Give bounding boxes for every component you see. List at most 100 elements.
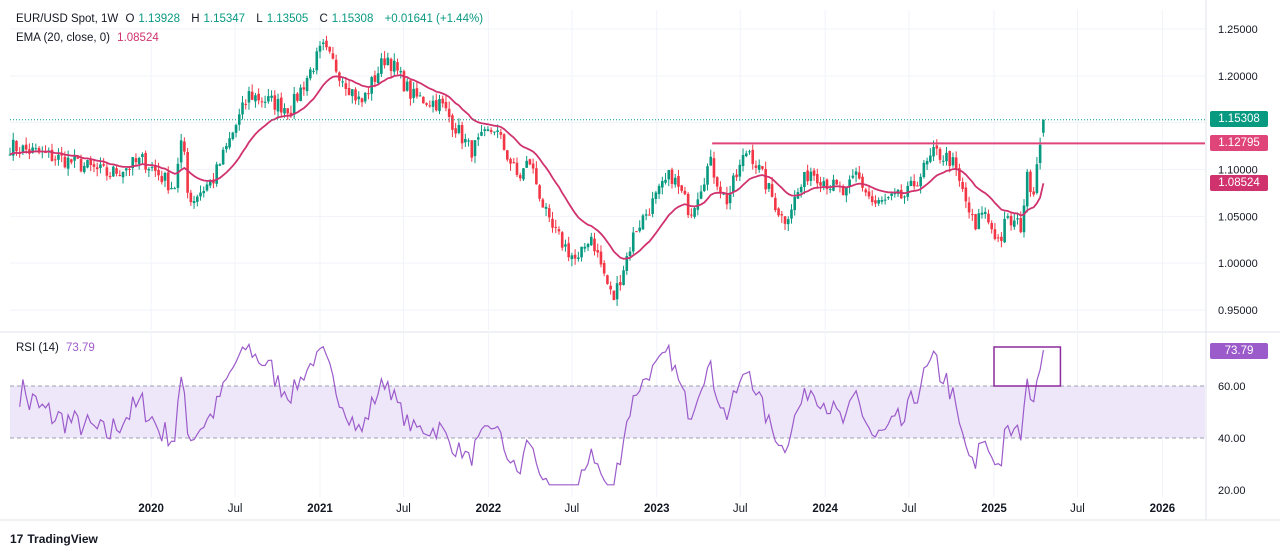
ema-value: 1.08524 <box>117 32 159 44</box>
candle-body <box>583 246 587 249</box>
candle-body <box>938 148 942 160</box>
candle-body <box>728 192 732 204</box>
candle-body <box>380 58 383 74</box>
candle-body <box>21 145 25 153</box>
candle-body <box>880 200 884 202</box>
rsi-highlight-box <box>993 346 1062 387</box>
brand-name: TradingView <box>27 532 98 546</box>
candle-body <box>987 213 990 223</box>
candle-body <box>767 183 771 189</box>
candle-body <box>874 200 877 204</box>
candle-body <box>903 196 906 198</box>
legend-high: H 1.15347 <box>191 13 246 25</box>
candle-body <box>893 193 897 195</box>
x-tick-label: 2022 <box>476 503 502 515</box>
candle-body <box>954 157 958 169</box>
x-tick-label: Jul <box>565 503 580 515</box>
x-tick-label: Jul <box>228 503 243 515</box>
candle-body <box>644 214 648 216</box>
candle-body <box>124 168 128 171</box>
candle-body <box>82 165 86 173</box>
candle-body <box>941 160 945 162</box>
candle-body <box>919 176 922 187</box>
rsi-band <box>10 386 1205 438</box>
candle-body <box>53 159 57 161</box>
candle-body <box>451 115 454 130</box>
y-tick-label: 0.95000 <box>1218 305 1258 317</box>
legend-close: C 1.15308 <box>319 13 374 25</box>
tradingview-brand[interactable]: 17 TradingView <box>10 532 98 546</box>
candle-body <box>670 169 674 184</box>
candle-body <box>922 162 926 178</box>
candle-body <box>570 255 574 260</box>
candle-body <box>961 181 964 189</box>
candle-body <box>412 88 415 98</box>
candle-body <box>512 162 516 164</box>
candle-body <box>302 87 306 90</box>
candle-body <box>628 251 632 256</box>
candle-body <box>725 193 729 205</box>
candle-body <box>899 189 903 199</box>
candle-body <box>473 140 477 157</box>
candle-body <box>480 131 483 136</box>
candle-body <box>667 170 671 180</box>
x-tick-label: Jul <box>733 503 748 515</box>
candle-body <box>764 168 767 190</box>
candle-body <box>657 185 661 195</box>
candle-body <box>418 95 422 97</box>
candle-body <box>273 95 277 110</box>
ema-label: EMA (20, close, 0) <box>16 32 110 44</box>
candle-body <box>221 149 225 165</box>
candle-body <box>509 158 512 164</box>
candle-body <box>983 211 987 214</box>
candle-body <box>434 100 438 111</box>
candle-body <box>186 152 189 193</box>
candle-body <box>790 209 793 219</box>
candle-body <box>1019 217 1023 233</box>
candle-body <box>809 171 813 181</box>
candle-body <box>460 125 464 144</box>
candle-body <box>677 176 680 187</box>
candle-body <box>34 148 38 150</box>
candle-body <box>851 175 855 178</box>
candle-body <box>715 177 719 187</box>
candle-body <box>402 71 406 92</box>
candle-body <box>757 164 761 170</box>
candle-body <box>428 105 432 107</box>
candle-body <box>341 81 344 83</box>
rsi-value: 73.79 <box>66 342 95 354</box>
candle-body <box>247 91 251 103</box>
candle-body <box>334 59 338 72</box>
candle-body <box>971 214 974 216</box>
candle-body <box>231 132 235 140</box>
candle-body <box>864 189 868 193</box>
candle-body <box>137 157 141 164</box>
candle-body <box>457 124 461 134</box>
candle-body <box>525 160 528 168</box>
candle-body <box>205 184 209 191</box>
candle-body <box>237 114 241 125</box>
candle-body <box>157 169 160 176</box>
candle-body <box>560 232 564 248</box>
candle-body <box>816 174 819 184</box>
candle-body <box>912 181 916 187</box>
candle-body <box>351 89 354 97</box>
y-tick-label: 1.10000 <box>1218 165 1258 177</box>
candle-body <box>431 100 435 107</box>
candle-body <box>925 160 929 165</box>
candle-body <box>99 164 102 169</box>
candle-body <box>680 185 683 191</box>
candle-body <box>528 159 532 165</box>
x-tick-label: 2026 <box>1150 503 1176 515</box>
rsi-price-tag: 73.79 <box>1210 343 1268 359</box>
ema-price-tag: 1.08524 <box>1210 175 1268 191</box>
candle-body <box>609 285 612 290</box>
candle-body <box>567 243 570 258</box>
candle-body <box>73 155 76 161</box>
candle-body <box>916 185 919 187</box>
candle-body <box>373 75 377 82</box>
candle-body <box>1042 119 1045 133</box>
candle-body <box>1022 205 1026 233</box>
candle-body <box>228 138 231 148</box>
candle-body <box>661 180 664 188</box>
